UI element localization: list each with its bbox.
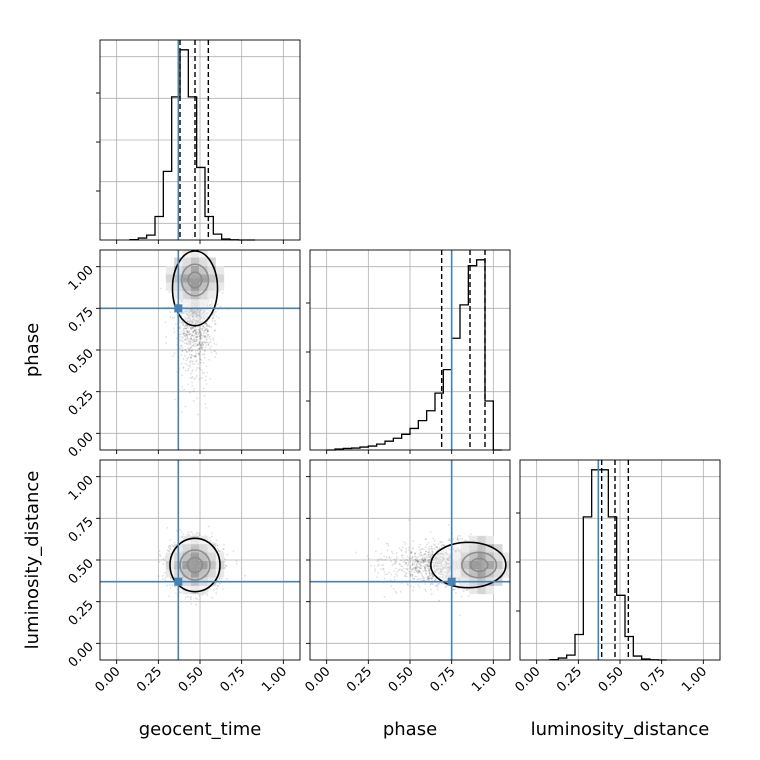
phase-y-tick-label: 0.00	[66, 430, 97, 461]
luminosity_distance-x-axis-title: luminosity_distance	[531, 719, 710, 740]
luminosity_distance-x-tick-label: 0.25	[554, 664, 585, 695]
contour-3	[169, 537, 221, 593]
phase-x-tick-label: 1.00	[469, 664, 500, 695]
truth-marker	[174, 304, 183, 313]
geocent_time-x-tick-label: 1.00	[259, 664, 290, 695]
truth-marker	[447, 577, 456, 586]
luminosity_distance-x-tick-label: 0.00	[512, 664, 543, 695]
phase-y-tick-label: 0.25	[66, 388, 97, 419]
luminosity_distance-y-tick-label: 0.50	[66, 556, 97, 587]
geocent_time-x-tick-label: 0.25	[134, 664, 165, 695]
density-geocent_time-vs-luminosity_distance: 0.00 0.25 0.50 0.75 1.00 0.00 0.25 0.50 0.75 1.00	[66, 459, 301, 695]
histogram-phase	[306, 249, 511, 454]
histogram-geocent_time	[96, 39, 301, 244]
contour-3	[171, 250, 219, 327]
geocent_time-x-tick-label: 0.75	[217, 664, 248, 695]
density-geocent_time-vs-phase: 0.00 0.25 0.50 0.75 1.00	[66, 249, 301, 461]
luminosity_distance-y-tick-label: 0.00	[66, 640, 97, 671]
phase-y-tick-label: 0.75	[66, 305, 97, 336]
luminosity_distance-x-tick-label: 0.75	[637, 664, 668, 695]
phase-y-tick-label: 0.50	[66, 346, 97, 377]
histogram-luminosity_distance: 0.00 0.25 0.50 0.75 1.00	[512, 459, 721, 695]
luminosity_distance-y-tick-label: 0.25	[66, 598, 97, 629]
geocent_time-x-tick-label: 0.50	[176, 664, 207, 695]
phase-x-tick-label: 0.00	[302, 664, 333, 695]
phase-x-tick-label: 0.50	[386, 664, 417, 695]
phase-x-axis-title: phase	[383, 719, 437, 740]
luminosity_distance-x-tick-label: 1.00	[679, 664, 710, 695]
phase-x-tick-label: 0.25	[344, 664, 375, 695]
luminosity_distance-x-tick-label: 0.50	[596, 664, 627, 695]
phase-y-axis-title: phase	[22, 323, 43, 377]
geocent_time-x-axis-title: geocent_time	[139, 719, 262, 740]
luminosity_distance-histogram-step	[549, 469, 667, 661]
phase-x-tick-label: 0.75	[427, 664, 458, 695]
truth-marker	[174, 577, 183, 586]
luminosity_distance-y-tick-label: 1.00	[66, 473, 97, 504]
geocent_time-histogram-step	[129, 49, 255, 241]
luminosity_distance-y-tick-label: 0.75	[66, 515, 97, 546]
density-phase-vs-luminosity_distance: 0.00 0.25 0.50 0.75 1.00	[302, 459, 511, 695]
luminosity_distance-y-axis-title: luminosity_distance	[22, 471, 43, 650]
contour-3	[430, 541, 507, 589]
geocent_time-x-tick-label: 0.00	[92, 664, 123, 695]
phase-y-tick-label: 1.00	[66, 263, 97, 294]
phase-histogram-step	[326, 259, 502, 451]
